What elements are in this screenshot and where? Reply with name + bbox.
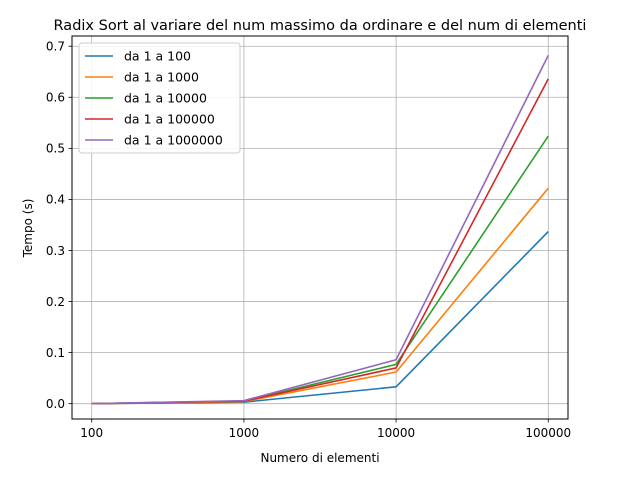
y-tick-label: 0.0 [46,397,65,411]
y-axis-ticks: 0.0 0.1 0.2 0.3 0.4 0.5 0.6 0.7 [46,40,72,411]
legend-label: da 1 a 100 [124,49,191,64]
x-tick-label: 100 [80,426,103,440]
y-axis-label: Tempo (s) [21,199,35,259]
plot-frame [71,35,569,420]
series-line-1 [91,231,549,405]
y-tick-label: 0.1 [46,346,65,360]
x-tick-label: 1000 [229,426,260,440]
series-line-2 [91,187,549,405]
legend: da 1 a 100 da 1 a 1000 da 1 a 10000 da 1 a … [78,42,241,154]
legend-label: da 1 a 10000 [124,91,207,106]
x-tick-label: 100000 [525,426,571,440]
legend-label: da 1 a 100000 [124,112,215,127]
x-axis-label: Numero di elementi [260,451,379,465]
x-tick-label: 10000 [377,426,415,440]
legend-label: da 1 a 1000 [124,70,199,85]
y-tick-label: 0.2 [46,295,65,309]
y-tick-label: 0.3 [46,244,65,258]
series-line-5 [91,55,549,405]
legend-frame [78,42,241,154]
chart-title: Radix Sort al variare del num massimo da… [54,18,587,34]
y-tick-label: 0.5 [46,142,65,156]
y-tick-label: 0.7 [46,40,65,54]
legend-label: da 1 a 1000000 [124,133,223,148]
x-axis-ticks: 100 1000 10000 100000 [80,419,571,440]
series-lines [91,55,549,405]
y-tick-label: 0.4 [46,193,65,207]
y-tick-label: 0.6 [46,91,65,105]
